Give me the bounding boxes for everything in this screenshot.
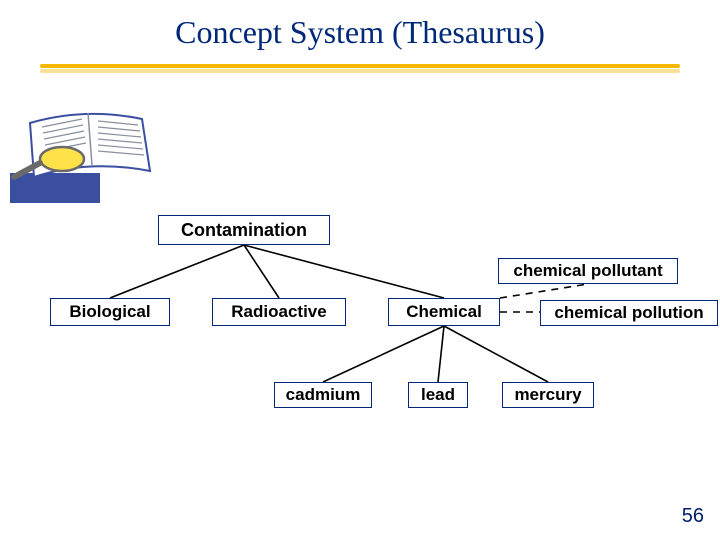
edge-dashed bbox=[500, 284, 588, 298]
edge-solid bbox=[110, 245, 244, 298]
node-radioactive: Radioactive bbox=[212, 298, 346, 326]
edge-solid bbox=[323, 326, 444, 382]
node-chemical-pollution: chemical pollution bbox=[540, 300, 718, 326]
node-chemical-pollutant: chemical pollutant bbox=[498, 258, 678, 284]
node-chemical: Chemical bbox=[388, 298, 500, 326]
edge-solid bbox=[444, 326, 548, 382]
node-lead: lead bbox=[408, 382, 468, 408]
edge-solid bbox=[438, 326, 444, 382]
node-cadmium: cadmium bbox=[274, 382, 372, 408]
node-biological: Biological bbox=[50, 298, 170, 326]
page-number: 56 bbox=[682, 505, 704, 528]
node-contamination: Contamination bbox=[158, 215, 330, 245]
node-mercury: mercury bbox=[502, 382, 594, 408]
